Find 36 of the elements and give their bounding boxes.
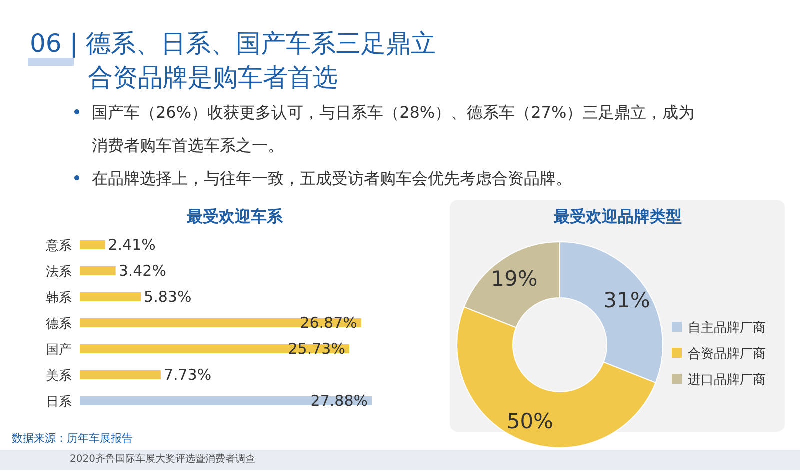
bar: [80, 266, 116, 276]
data-label: 3.42%: [118, 262, 166, 280]
source-note: 数据来源：历年车展报告: [12, 432, 133, 445]
text: 消费者购车首选车系之一。: [92, 136, 284, 155]
bar: [80, 344, 350, 354]
y-tick-label: 美系: [46, 368, 72, 384]
data-label: 5.83%: [144, 288, 192, 306]
bar: [80, 292, 142, 302]
y-tick-label: 国产: [46, 343, 72, 358]
y-tick-label: 德系: [46, 317, 72, 332]
text: 2020齐鲁国际车展大奖评选暨消费者调查: [70, 453, 256, 465]
data-label: 19%: [491, 267, 538, 292]
bar: [80, 370, 161, 380]
text: 06 | 德系、日系、国产车系三足鼎立: [30, 29, 436, 58]
legend-label: 进口品牌厂商: [688, 373, 766, 388]
y-tick-label: 意系: [45, 239, 72, 254]
text: 合资品牌是购车者首选: [88, 63, 338, 92]
legend-label: 合资品牌厂商: [688, 347, 766, 362]
y-tick-label: 日系: [46, 395, 72, 410]
y-tick-label: 韩系: [46, 291, 72, 306]
chart-title: 最受欢迎车系: [186, 207, 284, 226]
chart-title: 最受欢迎品牌类型: [553, 207, 682, 226]
text: 国产车（26%）收获更多认可，与日系车（28%）、德系车（27%）三足鼎立，成为: [92, 103, 695, 122]
bar: [80, 396, 372, 406]
bar: [80, 240, 106, 250]
bar: [80, 318, 362, 328]
data-label: 50%: [506, 409, 554, 434]
legend-label: 自主品牌厂商: [688, 320, 766, 336]
data-label: 27.88%: [310, 392, 368, 410]
data-label: 31%: [604, 288, 650, 312]
data-label: 2.41%: [108, 236, 156, 254]
data-label: 7.73%: [164, 366, 212, 384]
data-label: 25.73%: [288, 340, 346, 358]
data-label: 26.87%: [300, 314, 358, 332]
y-tick-label: 法系: [46, 265, 72, 280]
text: 在品牌选择上，与往年一致，五成受访者购车会优先考虑合资品牌。: [92, 169, 572, 188]
